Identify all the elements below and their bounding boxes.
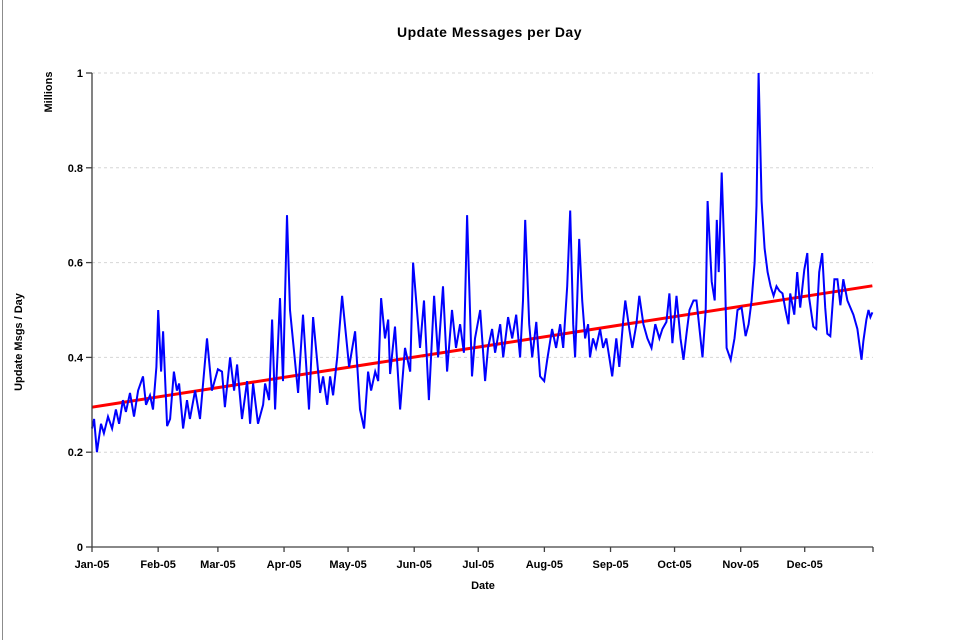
y-tick-label: 0.4: [68, 352, 84, 364]
y-tick-label: 1: [77, 68, 83, 80]
y-tick-label: 0.8: [68, 163, 83, 175]
x-tick-label: Dec-05: [787, 559, 823, 571]
x-tick-label: Aug-05: [526, 559, 563, 571]
y-tick-label: 0.6: [68, 258, 83, 270]
window-edge-line: [2, 0, 3, 640]
x-tick-label: May-05: [329, 559, 366, 571]
x-tick-label: Jul-05: [462, 559, 494, 571]
x-axis-title: Date: [471, 580, 495, 592]
x-tick-label: Sep-05: [592, 559, 628, 571]
x-tick-label: Mar-05: [200, 559, 235, 571]
x-tick-label: Jun-05: [396, 559, 431, 571]
x-tick-label: Oct-05: [657, 559, 691, 571]
series-line: [91, 72, 874, 453]
y-tick-label: 0: [77, 542, 83, 554]
x-tick-label: Nov-05: [722, 559, 759, 571]
x-tick-label: Feb-05: [140, 559, 175, 571]
chart-title: Update Messages per Day: [396, 24, 583, 40]
x-tick-label: Jan-05: [75, 559, 110, 571]
y-tick-label: 0.2: [68, 447, 83, 459]
x-tick-label: Apr-05: [267, 559, 302, 571]
